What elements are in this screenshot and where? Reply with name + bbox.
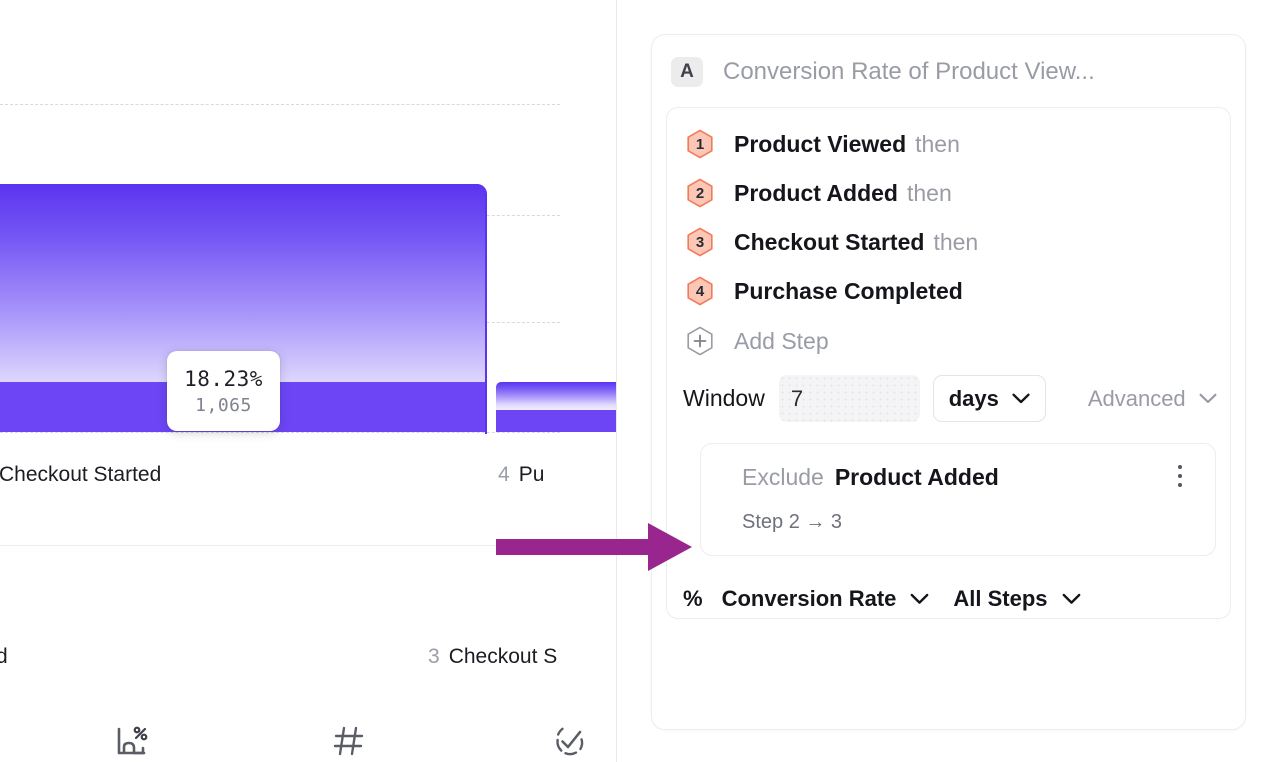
axis-label-index: 4 — [498, 463, 510, 486]
step-connector: then — [906, 180, 952, 206]
chart-section-divider — [0, 545, 617, 546]
add-step-button[interactable]: Add Step — [667, 316, 1230, 365]
step-event-name: Product Viewed — [734, 131, 907, 157]
metric-series-badge[interactable]: A — [671, 57, 703, 87]
aggregation-scope-select[interactable]: All Steps — [953, 586, 1048, 611]
axis-label-text: Checkout Started — [0, 463, 162, 486]
legend-label-text: d — [0, 645, 8, 668]
step-number-badge-icon: 2 — [686, 178, 714, 209]
axis-label-purchase-completed: 4 Pu — [498, 463, 544, 487]
step-number: 4 — [695, 283, 705, 300]
axis-label-text: Pu — [518, 463, 545, 486]
kebab-dot — [1178, 465, 1182, 469]
funnel-step-4[interactable]: 4 Purchase Completed — [667, 267, 1230, 316]
aggregation-row: % Conversion Rate All Steps — [667, 556, 1230, 612]
step-number: 3 — [695, 234, 705, 251]
axis-label-checkout-started: Checkout Started — [0, 463, 161, 487]
kebab-menu-icon[interactable] — [1167, 460, 1193, 492]
legend-label-text: Checkout S — [448, 645, 558, 668]
exclude-event-name: Product Added — [834, 464, 999, 490]
exclude-card-header: Exclude Product Added — [701, 464, 1215, 491]
add-step-label: Add Step — [734, 328, 829, 354]
tooltip-count: 1,065 — [195, 394, 252, 416]
step-number-badge-icon: 4 — [686, 276, 714, 307]
circle-check-icon[interactable] — [549, 720, 591, 762]
step-event-name: Product Added — [734, 180, 898, 206]
funnel-step-1[interactable]: 1 Product Viewed then — [667, 120, 1230, 169]
plus-hexagon-icon — [686, 326, 714, 357]
funnel-step-3[interactable]: 3 Checkout Started then — [667, 218, 1230, 267]
window-unit-label: days — [948, 385, 999, 411]
funnel-steps-card: 1 Product Viewed then 2 Product Added th… — [666, 107, 1231, 619]
builder-header: A Conversion Rate of Product View... — [652, 35, 1245, 107]
tooltip-percent: 18.23% — [184, 366, 263, 391]
window-value-input[interactable] — [778, 375, 920, 422]
advanced-label: Advanced — [1087, 385, 1186, 411]
chevron-down-icon[interactable] — [910, 593, 929, 605]
exclude-prefix-label: Exclude — [742, 464, 824, 490]
step-event-name: Purchase Completed — [734, 278, 963, 304]
step-connector: then — [915, 131, 960, 157]
funnel-step-2[interactable]: 2 Product Added then — [667, 169, 1230, 218]
builder-title[interactable]: Conversion Rate of Product View... — [723, 58, 1095, 85]
step-connector: then — [933, 229, 979, 255]
chevron-down-icon[interactable] — [1062, 593, 1081, 605]
advanced-options-toggle[interactable]: Advanced — [1088, 386, 1217, 412]
step-number: 1 — [695, 136, 705, 153]
exclude-step-card[interactable]: Exclude Product Added Step 2 → 3 — [700, 443, 1216, 556]
legend-label-index: 3 — [428, 645, 440, 668]
percent-symbol-icon: % — [683, 586, 703, 611]
window-unit-select[interactable]: days — [932, 375, 1046, 422]
window-label: Window — [683, 385, 765, 411]
aggregation-metric-select[interactable]: Conversion Rate — [721, 586, 897, 611]
legend-label-checkout-started: 3 Checkout S — [428, 645, 557, 669]
funnel-bar-base — [496, 410, 617, 432]
chevron-down-icon — [1199, 393, 1217, 404]
chart-gridline — [0, 432, 560, 433]
query-builder-panel: A Conversion Rate of Product View... 1 P… — [651, 34, 1246, 730]
funnel-bar-purchase-completed[interactable] — [496, 382, 617, 432]
funnel-bar-fill — [496, 382, 617, 410]
hash-icon[interactable] — [328, 720, 370, 762]
step-event-name: Checkout Started — [734, 229, 925, 255]
legend-label-product-added: d — [0, 645, 8, 669]
conversion-window-row: Window days Advanced — [667, 365, 1230, 422]
step-number: 2 — [695, 185, 705, 202]
exclude-step-range: Step 2 → 3 — [742, 511, 843, 533]
chevron-down-icon — [1012, 393, 1030, 404]
funnel-chart-region: 18.23% 1,065 Checkout Started 4 Pu d 3 Che… — [0, 0, 617, 762]
step-number-badge-icon: 1 — [686, 129, 714, 160]
chart-percent-icon[interactable] — [110, 720, 152, 762]
kebab-dot — [1178, 474, 1182, 478]
chart-gridline — [0, 104, 560, 105]
chart-panel-divider — [616, 0, 617, 762]
step-number-badge-icon: 3 — [686, 227, 714, 258]
kebab-dot — [1178, 483, 1182, 487]
funnel-tooltip: 18.23% 1,065 — [167, 351, 280, 431]
